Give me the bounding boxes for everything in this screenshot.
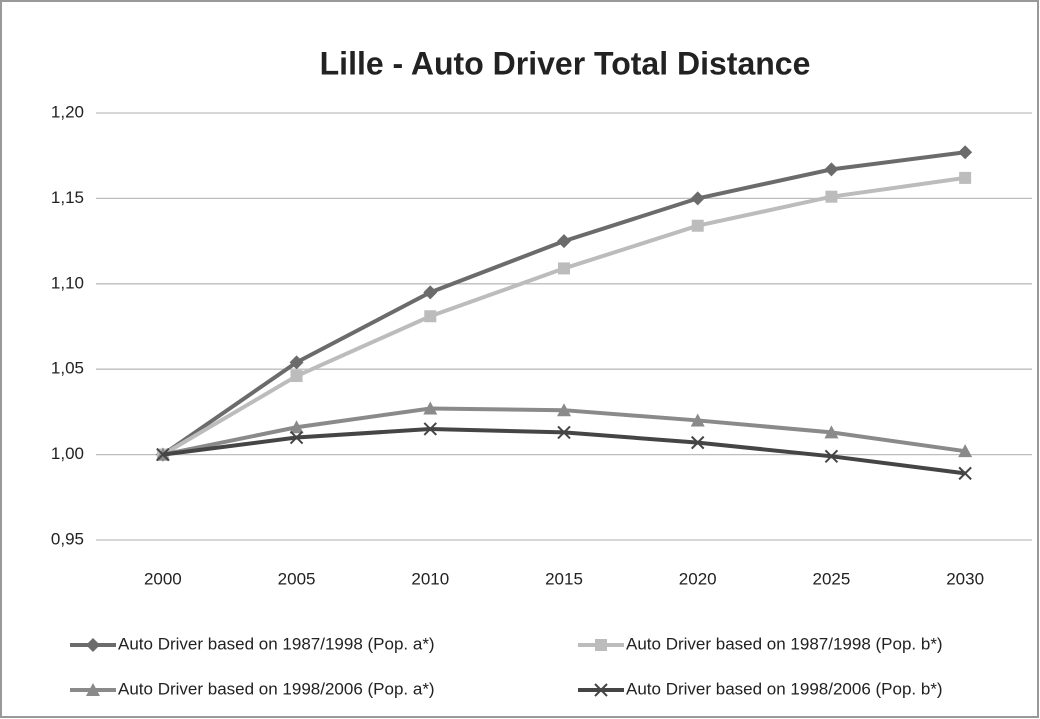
y-tick-label: 1,05 xyxy=(51,359,84,378)
marker xyxy=(958,145,973,160)
marker xyxy=(959,171,972,184)
marker xyxy=(156,447,170,462)
legend-label: Auto Driver based on 1998/2006 (Pop. a*) xyxy=(118,679,435,698)
marker xyxy=(558,262,570,275)
marker xyxy=(423,401,438,415)
marker xyxy=(86,638,100,652)
marker xyxy=(824,162,839,177)
x-tick-label: 2030 xyxy=(946,569,984,588)
y-tick-label: 1,00 xyxy=(51,444,84,463)
marker xyxy=(958,466,972,481)
marker xyxy=(825,190,838,203)
marker xyxy=(423,285,438,300)
marker xyxy=(290,370,303,383)
x-tick-label: 2010 xyxy=(411,569,449,588)
marker xyxy=(289,430,304,445)
y-tick-label: 1,10 xyxy=(51,273,84,292)
y-tick-label: 1,15 xyxy=(51,188,84,207)
x-tick-label: 2000 xyxy=(144,569,182,588)
marker xyxy=(557,425,571,440)
marker xyxy=(595,639,607,651)
legend-label: Auto Driver based on 1987/1998 (Pop. a*) xyxy=(118,634,435,653)
marker xyxy=(557,234,571,249)
x-tick-label: 2015 xyxy=(545,569,583,588)
x-tick-label: 2025 xyxy=(813,569,851,588)
marker xyxy=(824,449,839,464)
marker xyxy=(691,435,705,450)
legend-label: Auto Driver based on 1998/2006 (Pop. b*) xyxy=(626,679,943,698)
chart-title: Lille - Auto Driver Total Distance xyxy=(320,45,811,81)
marker xyxy=(86,683,100,696)
marker xyxy=(691,219,704,232)
marker xyxy=(690,191,705,206)
legend-label: Auto Driver based on 1987/1998 (Pop. b*) xyxy=(626,634,943,653)
x-tick-label: 2020 xyxy=(679,569,717,588)
marker xyxy=(958,444,973,458)
x-tick-label: 2005 xyxy=(278,569,316,588)
marker xyxy=(557,403,571,417)
marker xyxy=(289,355,304,370)
marker xyxy=(289,420,304,434)
marker xyxy=(594,683,608,697)
marker xyxy=(824,425,839,439)
marker xyxy=(690,413,705,427)
marker xyxy=(424,310,437,323)
y-tick-label: 0,95 xyxy=(51,529,84,548)
y-tick-label: 1,20 xyxy=(51,102,84,121)
marker xyxy=(423,422,437,436)
